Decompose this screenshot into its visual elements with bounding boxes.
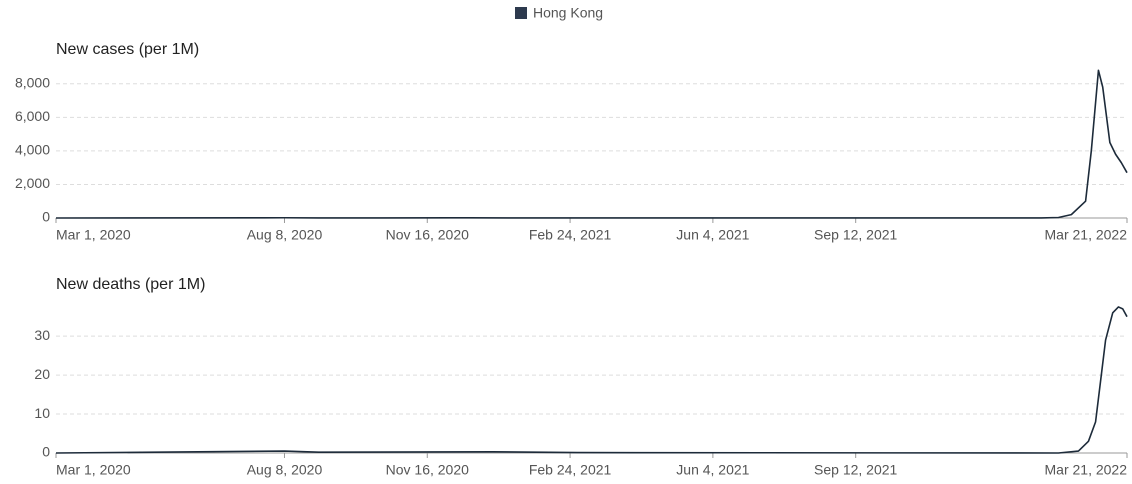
x-tick-label: Sep 12, 2021 — [814, 227, 898, 243]
x-tick-label: Aug 8, 2020 — [247, 462, 323, 478]
chart-title: New deaths (per 1M) — [56, 276, 205, 293]
x-tick-label: Feb 24, 2021 — [529, 462, 612, 478]
x-tick-label: Sep 12, 2021 — [814, 462, 898, 478]
chart-title: New cases (per 1M) — [56, 41, 199, 58]
x-tick-label: Mar 1, 2020 — [56, 462, 131, 478]
y-tick-label: 4,000 — [15, 142, 50, 158]
y-tick-label: 2,000 — [15, 175, 50, 191]
y-tick-label: 20 — [34, 366, 50, 382]
x-tick-label: Mar 21, 2022 — [1045, 462, 1128, 478]
x-tick-label: Feb 24, 2021 — [529, 227, 612, 243]
x-tick-label: Jun 4, 2021 — [676, 462, 749, 478]
y-tick-label: 10 — [34, 405, 50, 421]
x-tick-label: Mar 1, 2020 — [56, 227, 131, 243]
x-tick-label: Jun 4, 2021 — [676, 227, 749, 243]
legend-swatch — [515, 7, 527, 19]
x-tick-label: Nov 16, 2020 — [386, 462, 469, 478]
legend-label: Hong Kong — [533, 5, 603, 21]
y-tick-label: 8,000 — [15, 74, 50, 90]
x-tick-label: Mar 21, 2022 — [1045, 227, 1128, 243]
y-tick-label: 0 — [42, 444, 50, 460]
y-tick-label: 30 — [34, 327, 50, 343]
y-tick-label: 0 — [42, 209, 50, 225]
data-line — [55, 306, 1128, 454]
y-tick-label: 6,000 — [15, 108, 50, 124]
x-tick-label: Aug 8, 2020 — [247, 227, 323, 243]
data-line — [55, 69, 1128, 219]
x-tick-label: Nov 16, 2020 — [386, 227, 469, 243]
